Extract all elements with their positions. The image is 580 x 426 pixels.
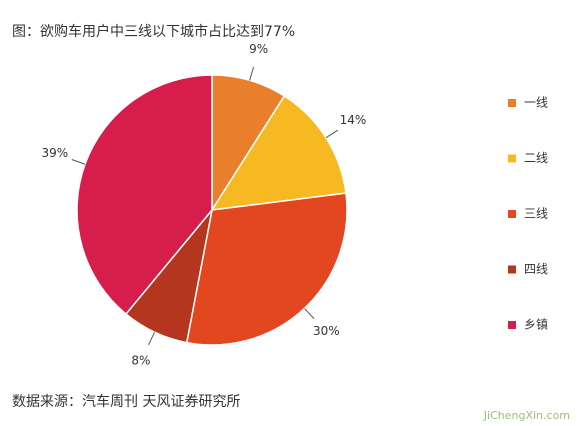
legend-label: 三线 bbox=[524, 207, 548, 221]
data-label: 39% bbox=[42, 146, 69, 160]
data-label: 14% bbox=[340, 113, 367, 127]
leader-line bbox=[325, 129, 339, 139]
legend-label: 二线 bbox=[524, 151, 548, 165]
legend-label: 一线 bbox=[524, 96, 548, 110]
pie-slice bbox=[185, 192, 348, 346]
legend-swatch bbox=[508, 210, 516, 218]
legend-swatch bbox=[508, 265, 516, 274]
leader-line bbox=[249, 66, 255, 81]
pie-slice bbox=[210, 94, 347, 211]
pie-slice bbox=[76, 74, 213, 316]
legend-label: 乡镇 bbox=[524, 318, 548, 332]
chart-title: 图：欲购车用户中三线以下城市占比达到77% bbox=[12, 23, 295, 40]
leader-line bbox=[148, 331, 155, 346]
leader-line bbox=[71, 159, 86, 165]
watermark: JiChengXin.com bbox=[483, 409, 570, 422]
leader-line bbox=[304, 308, 315, 319]
legend-swatch bbox=[508, 321, 516, 329]
legend-label: 四线 bbox=[524, 262, 548, 276]
legend-swatch bbox=[508, 154, 516, 163]
data-label: 9% bbox=[249, 42, 268, 56]
data-label: 30% bbox=[313, 324, 340, 338]
legend-swatch bbox=[508, 99, 516, 107]
data-label: 8% bbox=[131, 354, 150, 368]
source-note: 数据来源：汽车周刊 天风证券研究所 bbox=[12, 393, 240, 410]
